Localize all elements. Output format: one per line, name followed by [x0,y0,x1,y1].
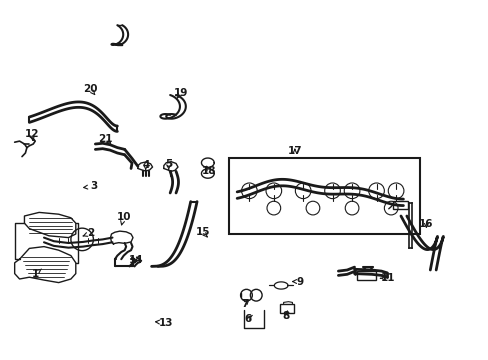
Text: 8: 8 [282,311,289,321]
Bar [228,158,419,234]
Text: 17: 17 [287,146,302,156]
Text: 13: 13 [159,318,173,328]
Text: 19: 19 [173,88,188,98]
Text: 15: 15 [195,227,210,237]
Text: 20: 20 [83,84,98,94]
Text: 21: 21 [98,134,112,144]
Bar [356,271,375,280]
Text: 14: 14 [128,255,143,265]
Text: 7: 7 [240,299,248,309]
Text: 3: 3 [90,181,97,192]
Text: 16: 16 [418,219,433,229]
Text: 5: 5 [165,159,172,169]
Bar [279,304,294,313]
Text: 12: 12 [24,129,39,139]
Text: 6: 6 [244,314,251,324]
Bar [392,201,407,209]
Text: 2: 2 [87,228,94,238]
Text: 4: 4 [142,160,149,170]
Text: 11: 11 [380,273,394,283]
Text: 10: 10 [116,212,131,222]
Text: 9: 9 [296,276,303,287]
Text: 18: 18 [202,166,216,176]
Text: 1: 1 [32,269,39,279]
